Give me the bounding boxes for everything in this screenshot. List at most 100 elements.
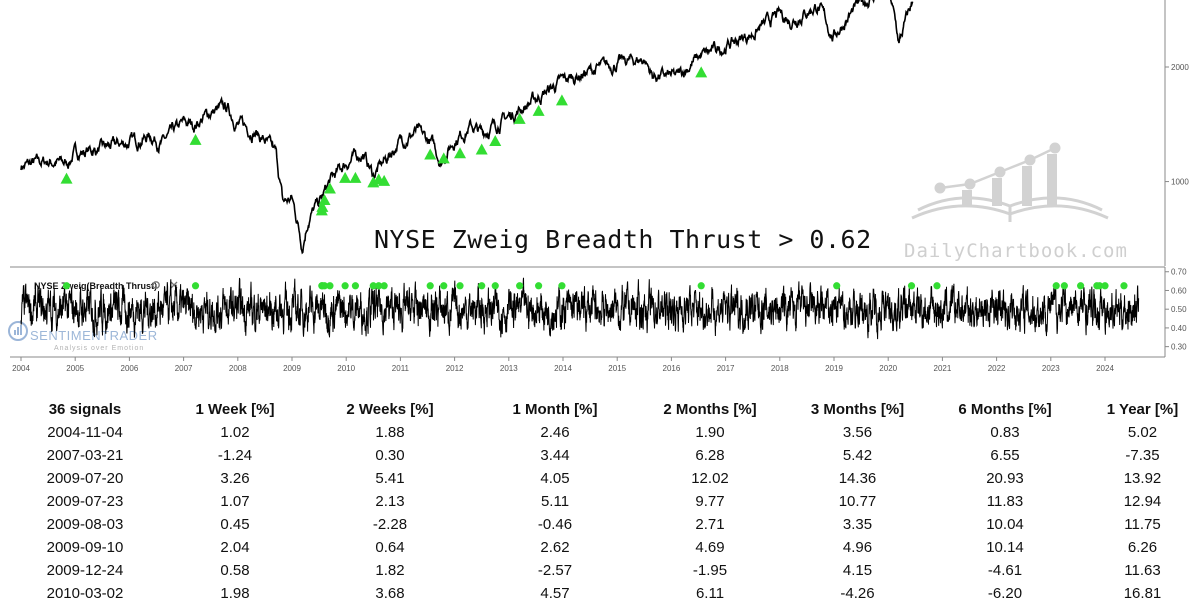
x-tick-label: 2023 [1042,364,1060,373]
x-tick-label: 2012 [446,364,464,373]
x-tick-label: 2020 [879,364,897,373]
signal-dot [516,282,524,290]
return-cell: 0.64 [375,539,405,556]
return-cell: 3.44 [540,447,570,464]
indicator-tick-label: 0.70 [1171,268,1187,277]
x-tick-label: 2016 [663,364,681,373]
signal-dot [351,282,360,290]
indicator-tick-label: 0.50 [1171,305,1187,314]
return-cell: 3.68 [375,585,405,602]
return-cell: -6.20 [987,585,1023,602]
signal-triangle [378,174,391,186]
signal-date-cell: 2004-11-04 [47,424,123,441]
signal-dot [1101,282,1109,290]
signal-dot [1052,282,1060,290]
return-cell: 9.77 [695,493,725,510]
column-header: 2 Months [%] [663,400,757,418]
indicator-tick-label: 0.60 [1171,286,1187,295]
column-header: 2 Weeks [%] [346,400,434,418]
return-cell: 1.07 [220,493,250,510]
return-cell: 13.92 [1123,470,1162,487]
return-cell: -2.57 [537,562,573,579]
signal-date-cell: 2009-09-10 [46,539,124,556]
signal-triangle [489,134,502,146]
return-cell: 0.83 [990,424,1020,441]
signal-dot [456,282,464,290]
x-tick-label: 2007 [175,364,193,373]
return-cell: 6.11 [695,585,725,602]
signal-dot [320,282,329,290]
x-tick-label: 2004 [12,364,30,373]
return-cell: 2.04 [220,539,250,556]
column-header: 3 Months [%] [810,400,905,418]
gear-icon[interactable] [152,281,160,289]
signal-triangle [424,148,437,160]
x-tick-label: 2014 [554,364,572,373]
table-row: 2010-03-02 1.98 3.68 4.57 6.11 -4.26 -6.20 16.8… [0,582,1200,605]
signal-dot [697,282,705,290]
return-cell: 4.57 [540,585,570,602]
return-cell: -1.24 [217,447,253,464]
signal-dot [535,282,543,290]
return-cell: 1.90 [695,424,725,441]
return-cell: 14.36 [838,470,877,487]
signal-dot [558,282,566,290]
x-tick-label: 2011 [392,364,410,373]
signal-triangle [475,143,488,155]
x-tick-label: 2022 [988,364,1006,373]
signal-triangle [318,193,331,205]
signal-triangle [60,172,73,184]
return-cell: 4.05 [540,470,570,487]
x-tick-label: 2017 [717,364,735,373]
column-header: 36 signals [48,400,122,418]
signal-triangle [555,94,568,106]
signal-dot [1095,282,1104,290]
signal-dot [440,282,448,290]
x-tick-label: 2019 [825,364,843,373]
signal-triangle [367,176,380,188]
signal-triangle [349,171,362,183]
x-tick-label: 2006 [121,364,139,373]
x-tick-label: 2008 [229,364,247,373]
column-header: 6 Months [%] [958,400,1052,418]
signal-dot [426,282,434,290]
return-cell: -4.61 [987,562,1023,579]
return-cell: 16.81 [1123,585,1162,602]
signal-triangle [513,112,526,124]
signal-triangle [695,66,708,78]
x-tick-label: 2013 [500,364,518,373]
table-row: 2007-03-21 -1.24 0.30 3.44 6.28 5.42 6.55 -7.35 [0,444,1200,467]
signal-date-cell: 2009-07-23 [46,493,124,510]
return-cell: 2.13 [375,493,405,510]
signal-dot [62,282,71,290]
return-cell: 5.02 [1127,424,1158,441]
return-cell: 6.28 [695,447,725,464]
signal-date-cell: 2010-03-02 [46,585,124,602]
signal-triangle [437,152,450,164]
table-row: 2009-07-20 3.26 5.41 4.05 12.02 14.36 20.93 13.… [0,467,1200,490]
signal-dot [491,282,499,290]
signal-dot [933,282,941,290]
x-tick-label: 2024 [1096,364,1114,373]
return-cell: 4.69 [695,539,725,556]
column-header: 1 Week [%] [195,400,275,418]
signal-triangle [316,200,329,212]
signal-date-cell: 2009-07-20 [46,470,124,487]
x-tick-label: 2009 [283,364,301,373]
signal-triangle [189,133,202,145]
return-cell: 11.83 [986,493,1024,510]
return-cell: 0.58 [220,562,250,579]
return-cell: 2.71 [695,516,725,533]
return-cell: 12.02 [691,470,729,487]
return-cell: 1.82 [375,562,405,579]
return-cell: 11.75 [1124,516,1161,533]
y-tick-label: 1000 [1171,178,1189,187]
signal-dot [380,282,388,290]
y-tick-label: 2000 [1171,63,1189,72]
chart-area: DailyChartbook.com 1000 2000 NYSE Zweig B… [8,0,1189,373]
column-header: 1 Month [%] [512,400,598,418]
table-row: 2004-11-04 1.02 1.88 2.46 1.90 3.56 0.83 5.02 [0,421,1200,444]
return-cell: 5.42 [842,447,873,464]
return-cell: 6.26 [1127,539,1158,556]
signal-triangle [339,171,352,183]
